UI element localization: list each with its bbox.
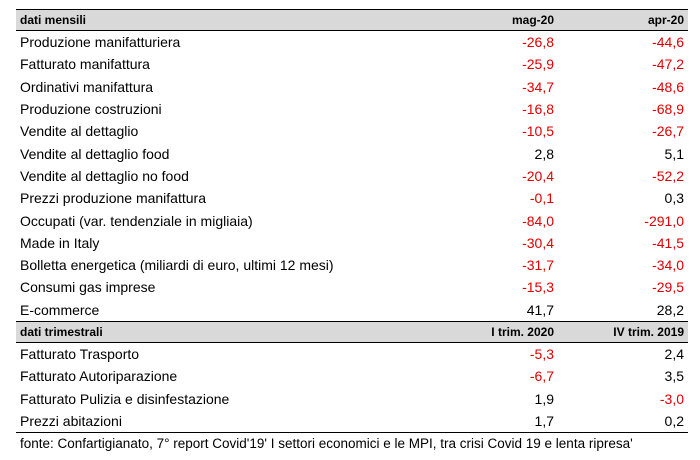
row-value-1: -10,5 (522, 123, 554, 140)
row-value-2: 2,4 (664, 346, 684, 362)
row-value-2: -68,9 (652, 101, 684, 118)
row-label: Produzione costruzioni (20, 101, 162, 118)
row-value-2: 5,1 (664, 145, 684, 162)
row-label: E-commerce (20, 301, 100, 318)
table-row: Vendite al dettaglio -10,5 -26,7 (16, 120, 688, 142)
monthly-header-label: dati mensili (20, 13, 87, 27)
row-value-1: 1,7 (534, 412, 554, 429)
row-value-2: -3,0 (659, 390, 684, 407)
row-value-2: -29,5 (652, 279, 684, 296)
row-label: Prezzi abitazioni (20, 412, 122, 429)
row-value-1: -20,4 (522, 167, 554, 184)
table-row: E-commerce 41,7 28,2 (16, 299, 688, 321)
row-label: Ordinativi manifattura (20, 78, 154, 95)
row-label: Fatturato Autoriparazione (20, 368, 178, 385)
row-label: Prezzi produzione manifattura (20, 190, 206, 207)
row-value-1: -6,7 (529, 368, 554, 385)
monthly-header-col2: apr-20 (647, 13, 684, 27)
quarterly-header-col1: I trim. 2020 (491, 324, 554, 339)
table-row: Fatturato Trasporto -5,3 2,4 (16, 343, 688, 365)
table-row: Made in Italy -30,4 -41,5 (16, 232, 688, 254)
table-row: Occupati (var. tendenziale in migliaia) -… (16, 209, 688, 231)
row-value-1: -25,9 (522, 56, 554, 73)
quarterly-header: dati trimestrali I trim. 2020 IV trim. 2… (16, 320, 688, 343)
row-label: Made in Italy (20, 234, 100, 251)
table-row: Vendite al dettaglio food 2,8 5,1 (16, 142, 688, 164)
row-label: Produzione manifatturiera (20, 34, 181, 51)
table-row: Fatturato Autoriparazione -6,7 3,5 (16, 365, 688, 387)
table-row: Fatturato manifattura -25,9 -47,2 (16, 53, 688, 75)
row-value-2: -34,0 (652, 257, 684, 274)
row-label: Fatturato Pulizia e disinfestazione (20, 390, 230, 407)
table-row: Ordinativi manifattura -34,7 -48,6 (16, 76, 688, 98)
row-value-2: 3,5 (664, 368, 684, 385)
row-label: Vendite al dettaglio (20, 123, 139, 140)
table-row: Vendite al dettaglio no food -20,4 -52,2 (16, 165, 688, 187)
row-value-1: 2,8 (534, 145, 554, 162)
source-note: fonte: Confartigianato, 7° report Covid'… (20, 436, 633, 452)
row-value-1: 41,7 (526, 301, 554, 318)
table-row: Bolletta energetica (miliardi di euro, u… (16, 254, 688, 276)
monthly-header: dati mensili mag-20 apr-20 (16, 9, 688, 31)
row-value-1: -31,7 (522, 257, 554, 274)
row-value-1: -26,8 (522, 34, 554, 51)
data-table: dati mensili mag-20 apr-20 Produzione ma… (16, 9, 688, 451)
row-value-2: -26,7 (652, 123, 684, 140)
row-value-2: -44,6 (652, 34, 684, 51)
row-label: Occupati (var. tendenziale in migliaia) (20, 212, 253, 229)
row-label: Vendite al dettaglio no food (20, 167, 189, 184)
row-value-1: -84,0 (522, 212, 554, 229)
table-row: Prezzi produzione manifattura -0,1 0,3 (16, 187, 688, 209)
row-value-2: -41,5 (652, 234, 684, 251)
row-value-1: -16,8 (522, 101, 554, 118)
monthly-header-col1: mag-20 (511, 13, 554, 27)
row-value-2: -52,2 (652, 167, 684, 184)
table-row: Produzione costruzioni -16,8 -68,9 (16, 98, 688, 120)
row-value-1: -30,4 (522, 234, 554, 251)
row-value-2: 28,2 (656, 301, 684, 318)
row-value-1: -15,3 (522, 279, 554, 296)
table-row: Produzione manifatturiera -26,8 -44,6 (16, 31, 688, 53)
row-value-2: 0,2 (664, 412, 684, 429)
row-label: Vendite al dettaglio food (20, 145, 170, 162)
row-value-1: -34,7 (522, 78, 554, 95)
quarterly-header-col2: IV trim. 2019 (613, 324, 684, 339)
row-label: Fatturato Trasporto (20, 346, 140, 362)
table-row: Prezzi abitazioni 1,7 0,2 (16, 410, 688, 432)
row-value-2: 0,3 (664, 190, 684, 207)
row-label: Fatturato manifattura (20, 56, 150, 73)
monthly-rows: Produzione manifatturiera -26,8 -44,6 Fattu… (16, 31, 688, 321)
row-value-2: -48,6 (652, 78, 684, 95)
row-label: Bolletta energetica (miliardi di euro, u… (20, 257, 334, 274)
row-value-1: 1,9 (534, 390, 554, 407)
table-row: Fatturato Pulizia e disinfestazione 1,9 -3… (16, 387, 688, 409)
table-row: Consumi gas imprese -15,3 -29,5 (16, 276, 688, 298)
quarterly-rows: Fatturato Trasporto -5,3 2,4 Fatturato Auto… (16, 343, 688, 434)
row-label: Consumi gas imprese (20, 279, 156, 296)
row-value-1: -5,3 (529, 346, 554, 362)
row-value-2: -47,2 (652, 56, 684, 73)
row-value-1: -0,1 (529, 190, 554, 207)
quarterly-header-label: dati trimestrali (20, 324, 103, 339)
row-value-2: -291,0 (644, 212, 684, 229)
